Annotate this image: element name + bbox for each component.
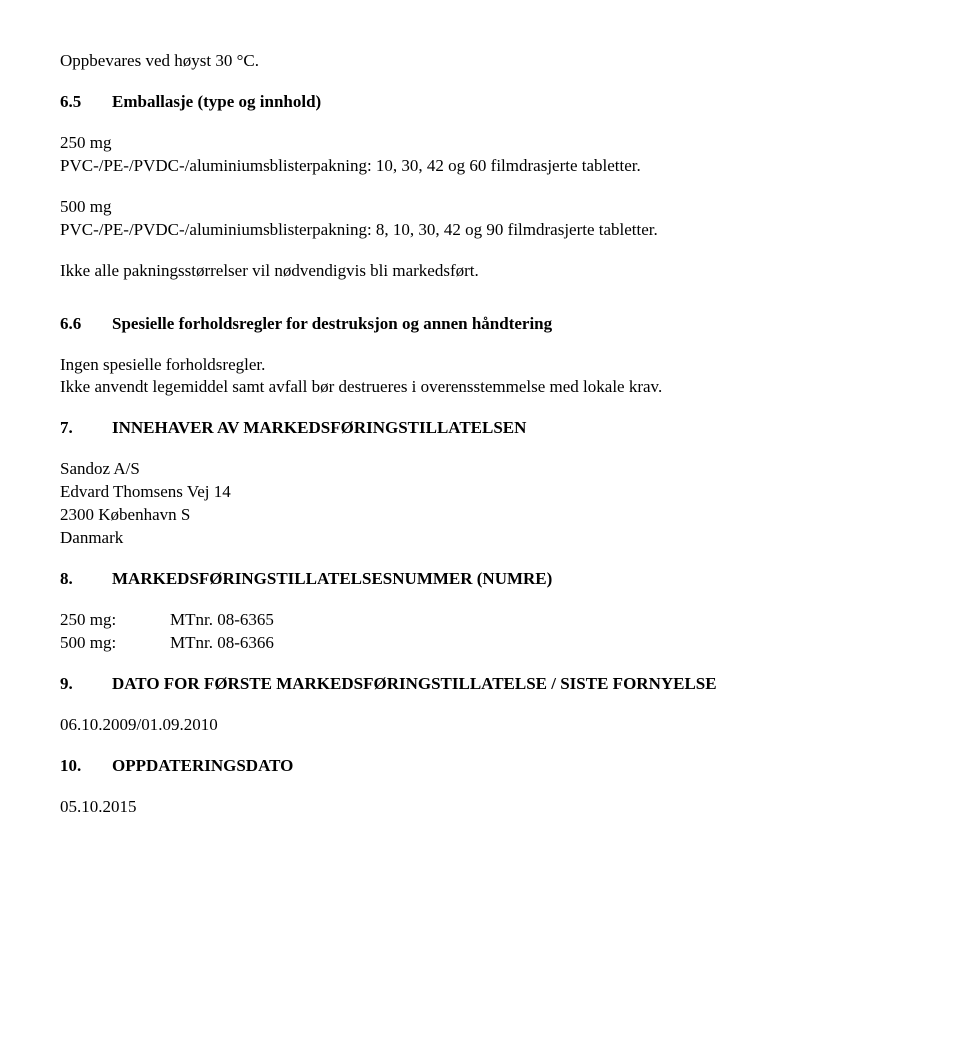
packsize-note: Ikke alle pakningsstørrelser vil nødvend… bbox=[60, 260, 900, 283]
ma-row: 500 mg: MTnr. 08-6366 bbox=[60, 632, 900, 655]
mah-line-1: Edvard Thomsens Vej 14 bbox=[60, 481, 900, 504]
mah-line-2: 2300 København S bbox=[60, 504, 900, 527]
ma-row: 250 mg: MTnr. 08-6365 bbox=[60, 609, 900, 632]
sec-6-5-heading: 6.5 Emballasje (type og innhold) bbox=[60, 91, 900, 114]
dose-250-text: PVC-/PE-/PVDC-/aluminiumsblisterpakning:… bbox=[60, 155, 900, 178]
sec-8-title: MARKEDSFØRINGSTILLATELSESNUMMER (NUMRE) bbox=[112, 568, 552, 591]
ma-row-label: 500 mg: bbox=[60, 632, 170, 655]
dose-500-block: 500 mg PVC-/PE-/PVDC-/aluminiumsblisterp… bbox=[60, 196, 900, 242]
sec-8-num: 8. bbox=[60, 568, 112, 591]
dose-250-label: 250 mg bbox=[60, 132, 900, 155]
first-auth-date: 06.10.2009/01.09.2010 bbox=[60, 714, 900, 737]
ma-row-val: MTnr. 08-6365 bbox=[170, 609, 274, 632]
sec-6-5-title: Emballasje (type og innhold) bbox=[112, 91, 321, 114]
sec-10-num: 10. bbox=[60, 755, 112, 778]
dose-250-block: 250 mg PVC-/PE-/PVDC-/aluminiumsblisterp… bbox=[60, 132, 900, 178]
mah-line-0: Sandoz A/S bbox=[60, 458, 900, 481]
sec-7-num: 7. bbox=[60, 417, 112, 440]
sec-7-heading: 7. INNEHAVER AV MARKEDSFØRINGSTILLATELSE… bbox=[60, 417, 900, 440]
sec-10-heading: 10. OPPDATERINGSDATO bbox=[60, 755, 900, 778]
storage-text: Oppbevares ved høyst 30 °C. bbox=[60, 50, 900, 73]
sec-9-num: 9. bbox=[60, 673, 112, 696]
sec-9-heading: 9. DATO FOR FØRSTE MARKEDSFØRINGSTILLATE… bbox=[60, 673, 900, 696]
dose-500-text: PVC-/PE-/PVDC-/aluminiumsblisterpakning:… bbox=[60, 219, 900, 242]
ma-row-label: 250 mg: bbox=[60, 609, 170, 632]
dose-500-label: 500 mg bbox=[60, 196, 900, 219]
sec-6-6-body: Ingen spesielle forholdsregler. Ikke anv… bbox=[60, 354, 900, 400]
sec-6-6-line1: Ingen spesielle forholdsregler. bbox=[60, 354, 900, 377]
sec-10-title: OPPDATERINGSDATO bbox=[112, 755, 293, 778]
sec-6-6-num: 6.6 bbox=[60, 313, 112, 336]
sec-8-heading: 8. MARKEDSFØRINGSTILLATELSESNUMMER (NUMR… bbox=[60, 568, 900, 591]
mah-line-3: Danmark bbox=[60, 527, 900, 550]
ma-numbers: 250 mg: MTnr. 08-6365 500 mg: MTnr. 08-6… bbox=[60, 609, 900, 655]
sec-7-title: INNEHAVER AV MARKEDSFØRINGSTILLATELSEN bbox=[112, 417, 526, 440]
ma-row-val: MTnr. 08-6366 bbox=[170, 632, 274, 655]
sec-9-title: DATO FOR FØRSTE MARKEDSFØRINGSTILLATELSE… bbox=[112, 673, 717, 696]
mah-address: Sandoz A/S Edvard Thomsens Vej 14 2300 K… bbox=[60, 458, 900, 550]
revision-date: 05.10.2015 bbox=[60, 796, 900, 819]
sec-6-5-num: 6.5 bbox=[60, 91, 112, 114]
sec-6-6-title: Spesielle forholdsregler for destruksjon… bbox=[112, 313, 552, 336]
sec-6-6-line2: Ikke anvendt legemiddel samt avfall bør … bbox=[60, 376, 900, 399]
sec-6-6-heading: 6.6 Spesielle forholdsregler for destruk… bbox=[60, 313, 900, 336]
